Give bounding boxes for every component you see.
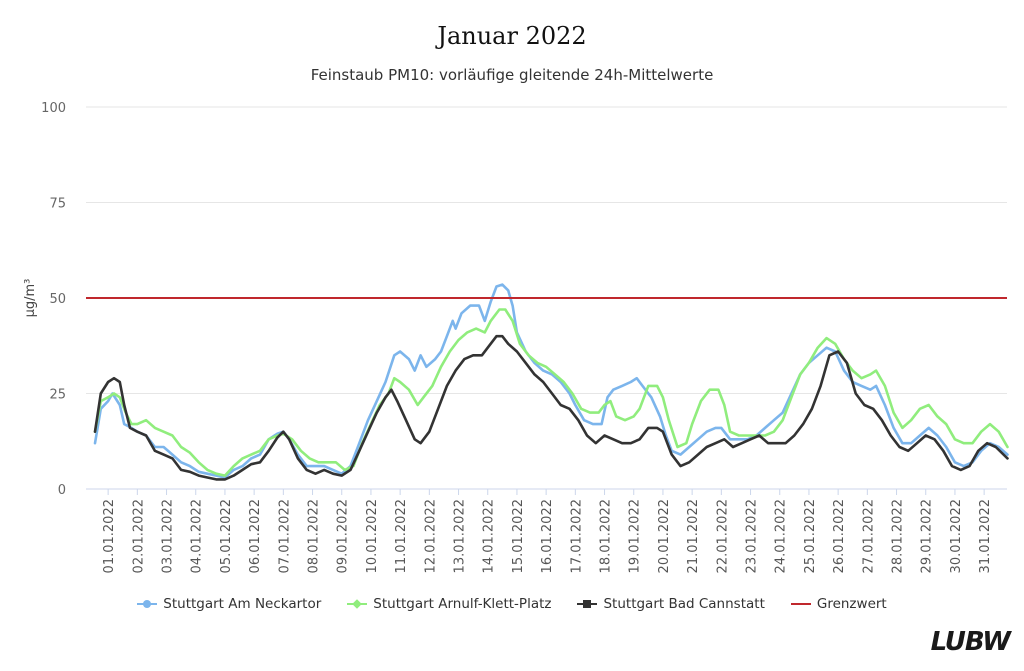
x-tick-label: 12.01.2022 [423, 499, 438, 573]
x-tick-label: 18.01.2022 [599, 499, 614, 573]
y-axis: 0 25 50 75 100 µg/m³ [23, 101, 66, 498]
series-layer [93, 283, 1009, 481]
lubw-logo-text: LUBW [930, 627, 1011, 657]
x-tick-label: 25.01.2022 [803, 499, 818, 573]
x-tick-label: 08.01.2022 [307, 499, 322, 573]
legend-label: Grenzwert [816, 596, 887, 612]
x-axis: 01.01.2022 02.01.2022 03.01.2022 04.01.2022… [86, 488, 1007, 573]
x-tick-label: 10.01.2022 [365, 499, 380, 573]
legend-item[interactable]: Stuttgart Arnulf-Klett-Platz [347, 596, 551, 612]
x-tick-label: 19.01.2022 [628, 499, 643, 573]
y-tick-label: 75 [49, 197, 66, 212]
x-tick-label: 29.01.2022 [920, 499, 935, 573]
legend-item[interactable]: Grenzwert [790, 596, 887, 612]
x-tick-label: 14.01.2022 [482, 499, 497, 573]
legend-label: Stuttgart Bad Cannstatt [603, 596, 765, 612]
x-tick-label: 30.01.2022 [949, 499, 964, 573]
x-tick-label: 21.01.2022 [686, 499, 701, 573]
x-tick-label: 27.01.2022 [861, 499, 876, 573]
legend-marker-icon [790, 598, 811, 610]
legend-item[interactable]: Stuttgart Am Neckartor [137, 596, 321, 612]
x-tick-label: 05.01.2022 [219, 499, 234, 573]
chart-legend: Stuttgart Am Neckartor Stuttgart Arnulf-K… [0, 596, 1024, 612]
legend-marker-icon [347, 598, 368, 610]
y-axis-title: µg/m³ [23, 279, 38, 318]
x-tick-label: 28.01.2022 [891, 499, 906, 573]
chart-subtitle: Feinstaub PM10: vorläufige gleitende 24h… [310, 66, 714, 84]
x-tick-label: 31.01.2022 [978, 499, 993, 573]
x-tick-label: 03.01.2022 [161, 499, 176, 573]
x-tick-label: 06.01.2022 [248, 499, 263, 573]
y-tick-label: 25 [49, 388, 66, 403]
series-line-stuttgart-am-neckartor[interactable] [93, 283, 1009, 479]
x-tick-label: 17.01.2022 [569, 499, 584, 573]
legend-item[interactable]: Stuttgart Bad Cannstatt [577, 596, 765, 612]
x-tick-label: 26.01.2022 [832, 499, 847, 573]
x-tick-label: 22.01.2022 [715, 499, 730, 573]
x-tick-label: 16.01.2022 [540, 499, 555, 573]
series-line-stuttgart-bad-cannstatt[interactable] [93, 334, 1009, 481]
x-tick-label: 04.01.2022 [190, 499, 205, 573]
y-tick-label: 50 [49, 292, 66, 307]
x-tick-label: 09.01.2022 [336, 499, 351, 573]
x-tick-label: 13.01.2022 [453, 499, 468, 573]
legend-label: Stuttgart Am Neckartor [163, 596, 322, 612]
legend-marker-icon [137, 598, 158, 610]
x-tick-label: 23.01.2022 [745, 499, 760, 573]
x-tick-label: 07.01.2022 [277, 499, 292, 573]
lubw-logo: LUBW [930, 627, 1011, 657]
legend-marker-icon [577, 598, 598, 610]
y-tick-label: 0 [58, 483, 66, 498]
page-title: Januar 2022 [437, 22, 587, 50]
x-tick-label: 15.01.2022 [511, 499, 526, 573]
x-tick-label: 24.01.2022 [774, 499, 789, 573]
legend-label: Stuttgart Arnulf-Klett-Platz [373, 596, 552, 612]
x-tick-label: 20.01.2022 [657, 499, 672, 573]
y-tick-label: 100 [41, 101, 66, 116]
x-tick-label: 01.01.2022 [102, 499, 117, 573]
x-tick-label: 02.01.2022 [131, 499, 146, 573]
x-tick-label: 11.01.2022 [394, 499, 409, 573]
